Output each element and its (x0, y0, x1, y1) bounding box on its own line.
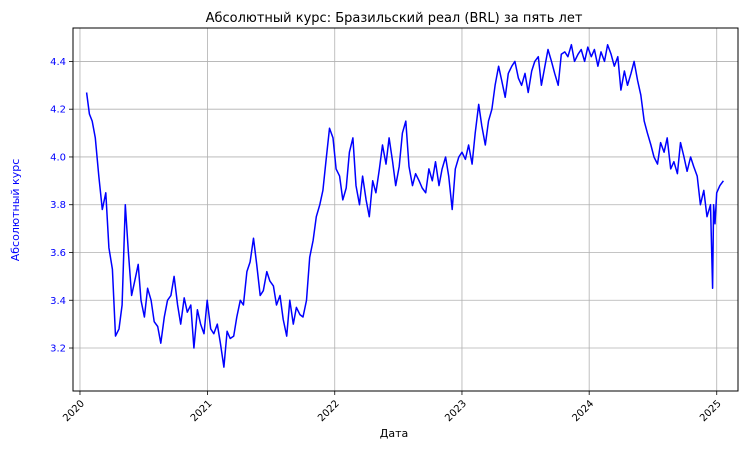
grid-lines (73, 28, 738, 391)
x-axis-label: Дата (380, 427, 408, 440)
plot-frame (72, 27, 739, 392)
y-axis-ticks: 3.2 3.4 3.6 3.8 4.0 4.2 4.4 (50, 57, 73, 355)
y-axis-label: Абсолютный курс (9, 159, 22, 262)
y-tick-label: 3.2 (50, 344, 66, 355)
y-tick-label: 3.6 (50, 248, 66, 259)
chart-title: Абсолютный курс: Бразильский реал (BRL) … (206, 11, 583, 26)
y-tick-label: 3.4 (50, 296, 66, 307)
y-tick-label: 4.2 (50, 105, 66, 116)
series-layer (85, 43, 725, 368)
y-tick-label: 4.4 (50, 57, 66, 68)
y-tick-label: 3.8 (50, 200, 66, 211)
series-line (85, 43, 725, 368)
y-tick-label: 4.0 (50, 152, 66, 163)
